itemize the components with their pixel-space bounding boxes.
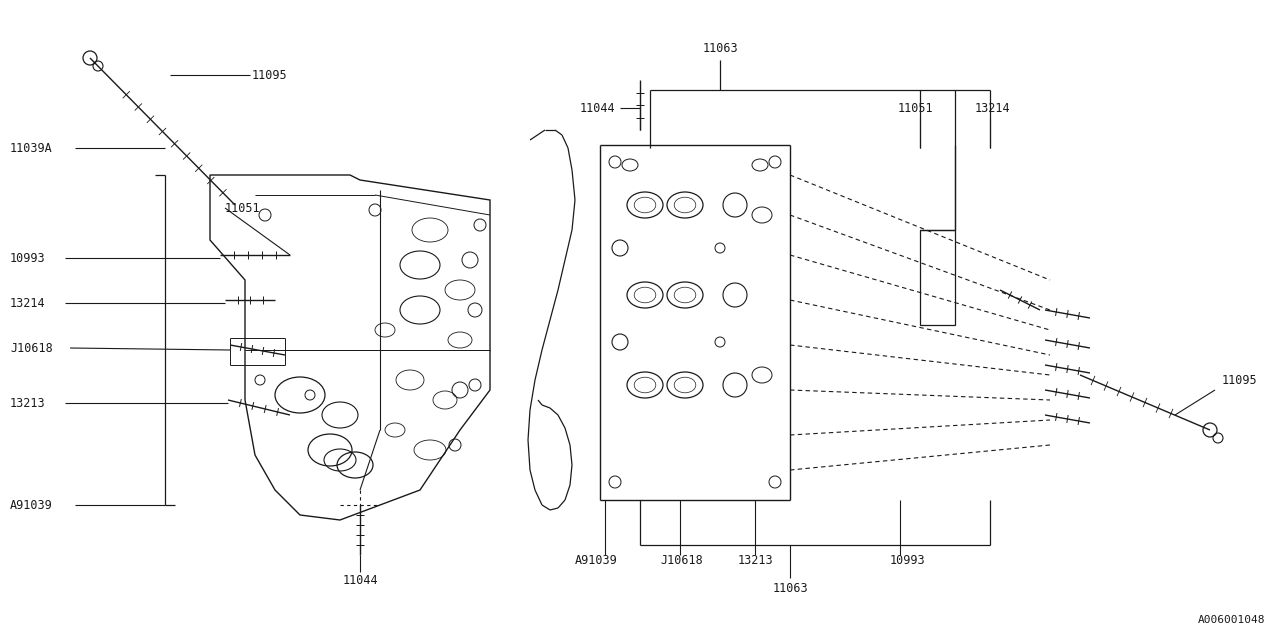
Text: A91039: A91039 — [10, 499, 52, 511]
Text: 13214: 13214 — [10, 296, 46, 310]
Text: 11095: 11095 — [252, 68, 288, 81]
Text: 11051: 11051 — [897, 102, 933, 115]
Text: A91039: A91039 — [575, 554, 618, 566]
Text: 11063: 11063 — [772, 582, 808, 595]
Text: 13213: 13213 — [739, 554, 773, 566]
Text: J10618: J10618 — [10, 342, 52, 355]
FancyBboxPatch shape — [920, 230, 955, 325]
Text: 13213: 13213 — [10, 397, 46, 410]
Text: 11044: 11044 — [580, 102, 616, 115]
Text: A006001048: A006001048 — [1198, 615, 1265, 625]
Text: 10993: 10993 — [10, 252, 46, 264]
Text: 13214: 13214 — [975, 102, 1011, 115]
Text: 11063: 11063 — [703, 42, 737, 54]
Text: J10618: J10618 — [660, 554, 703, 566]
Text: 11039A: 11039A — [10, 141, 52, 154]
Text: 11051: 11051 — [225, 202, 261, 214]
Text: 11095: 11095 — [1222, 374, 1258, 387]
Text: 11044: 11044 — [342, 573, 378, 586]
Text: 10993: 10993 — [890, 554, 925, 566]
